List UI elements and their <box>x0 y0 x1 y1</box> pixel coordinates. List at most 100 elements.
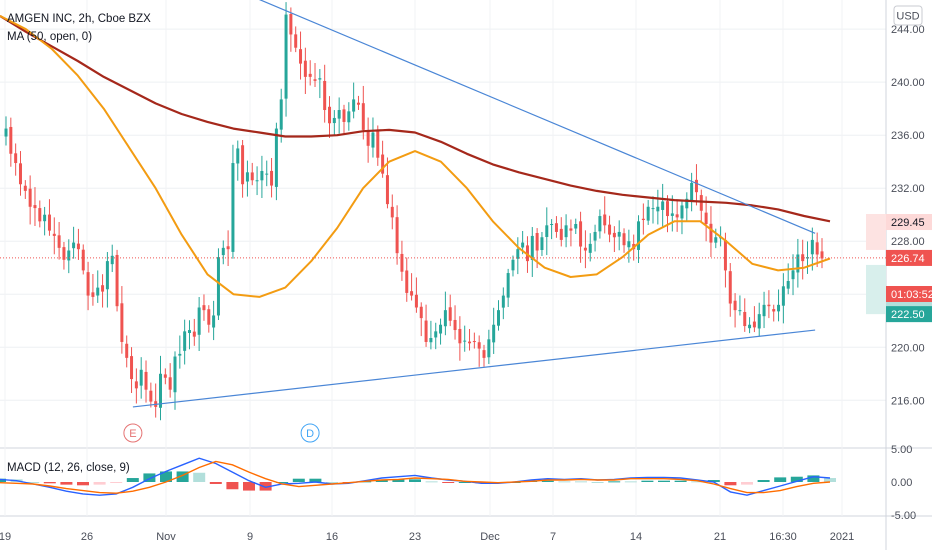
candle-body <box>743 311 747 327</box>
macd-histogram-bar <box>243 482 255 491</box>
time-axis[interactable]: 19 26 Nov 9 16 23 Dec 7 14 21 16:30 2021 <box>0 531 854 543</box>
candle <box>183 319 187 365</box>
candle <box>28 175 32 225</box>
candle <box>641 203 645 235</box>
price-badge-bg <box>886 249 932 266</box>
candle-body <box>81 249 85 271</box>
candle-body <box>429 337 433 343</box>
trendlines[interactable] <box>132 0 816 408</box>
macd-histogram-bar <box>309 478 322 482</box>
candle <box>786 263 790 295</box>
macd-histogram-bar <box>209 482 222 484</box>
candle-body <box>337 110 341 119</box>
candle-body <box>33 205 37 209</box>
candle <box>9 117 13 167</box>
candle-body <box>627 241 631 248</box>
candle <box>366 117 370 163</box>
event-label: D <box>306 428 314 440</box>
candle-body <box>352 99 356 112</box>
event-circle <box>123 423 143 443</box>
macd-tick-label: 0.00 <box>891 477 912 489</box>
candle-body <box>52 233 56 236</box>
candle-body <box>554 223 558 232</box>
price-badge-text: 01:03:52 <box>891 289 932 301</box>
ma50-line <box>0 15 831 298</box>
candle <box>57 222 61 260</box>
price-tick-label: 232.00 <box>891 183 925 195</box>
candle <box>289 7 293 52</box>
time-tick-label: Nov <box>156 531 176 543</box>
time-tick-label: 21 <box>714 531 726 543</box>
range-band-down <box>866 264 886 315</box>
candle <box>608 215 612 243</box>
candle-body <box>299 49 303 64</box>
currency-button[interactable]: USD <box>893 5 923 26</box>
candle-body <box>434 331 438 338</box>
candle-body <box>583 247 587 251</box>
candle <box>216 248 220 321</box>
candle-body <box>168 377 172 390</box>
candle <box>294 26 298 53</box>
candle-body <box>690 182 694 202</box>
candle <box>588 233 592 262</box>
candle-body <box>791 270 795 280</box>
candle <box>781 273 785 324</box>
candle-body <box>579 221 583 247</box>
candle <box>680 199 684 235</box>
candle <box>540 231 544 256</box>
candle-body <box>593 231 597 241</box>
candle <box>221 240 225 265</box>
candle <box>820 238 824 269</box>
candle <box>347 102 351 131</box>
candle-body <box>303 60 307 77</box>
candle <box>482 344 486 367</box>
candle-body <box>23 185 27 191</box>
candle <box>134 368 138 404</box>
candle-body <box>67 250 71 261</box>
candle-body <box>820 251 824 259</box>
candle-body <box>656 206 660 212</box>
candle <box>419 302 423 337</box>
candle <box>704 196 708 242</box>
candle-body <box>458 328 462 344</box>
earnings-event-marker[interactable]: E <box>123 423 143 443</box>
moving-averages <box>0 14 831 298</box>
candle-body <box>9 126 13 154</box>
candle <box>448 294 452 327</box>
dividend-event-marker[interactable]: D <box>300 423 320 443</box>
candle <box>139 357 143 399</box>
candle <box>115 249 119 312</box>
candle-body <box>347 111 351 123</box>
macd-histogram-bar <box>741 482 753 485</box>
time-tick-label: 26 <box>81 531 93 543</box>
macd-histogram-bar <box>790 476 803 482</box>
macd-histogram-bar <box>27 482 40 483</box>
candle <box>76 228 80 260</box>
macd-histogram-bar <box>824 478 836 482</box>
candle-body <box>371 132 375 148</box>
candle-body <box>545 225 549 237</box>
candle <box>429 320 433 350</box>
candle-body <box>772 309 776 312</box>
candle <box>815 232 819 268</box>
upper-trendline[interactable] <box>204 0 816 234</box>
candle-body <box>617 231 621 237</box>
candle-body <box>762 304 766 317</box>
lower-trendline[interactable] <box>132 329 816 408</box>
event-label: E <box>129 428 136 440</box>
macd-histogram-bar <box>541 480 554 482</box>
macd-histogram-bar <box>442 482 455 483</box>
candle-body <box>757 314 761 329</box>
macd-histogram-bar <box>160 471 172 482</box>
candle-body <box>178 353 182 356</box>
candle <box>91 274 95 306</box>
candle-body <box>173 356 177 393</box>
candle-body <box>72 242 76 249</box>
candle-body <box>497 310 500 326</box>
candle-body <box>405 270 409 293</box>
macd-histogram-bar <box>774 477 787 482</box>
candle-body <box>680 205 684 219</box>
macd-histogram-bar <box>724 482 737 486</box>
